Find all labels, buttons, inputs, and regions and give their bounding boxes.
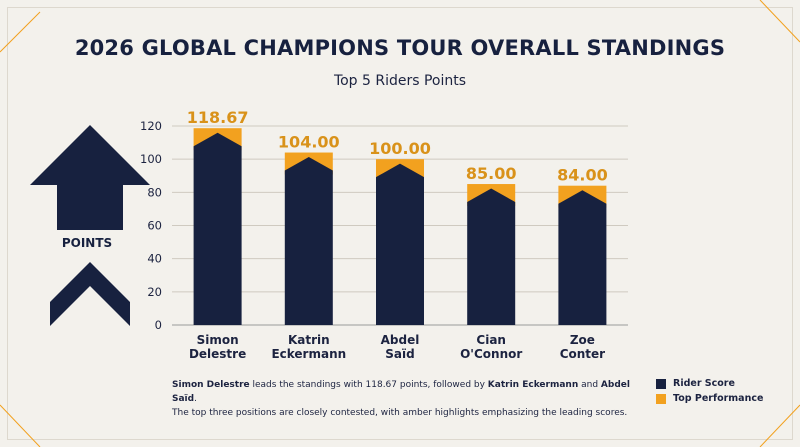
y-tick-label: 120 <box>140 119 162 133</box>
points-label: POINTS <box>61 236 113 250</box>
x-tick-label: Saïd <box>385 347 414 361</box>
y-tick-label: 40 <box>147 252 162 266</box>
x-tick-label: Zoe <box>570 333 595 347</box>
bar-value-label: 118.67 <box>187 108 249 127</box>
caption-text-2: and <box>578 380 601 390</box>
legend-item-rider-score: Rider Score <box>656 376 763 391</box>
bar <box>193 132 242 325</box>
bar <box>284 157 333 325</box>
legend-item-top-performance: Top Performance <box>656 391 763 406</box>
x-tick-label: Abdel <box>381 333 420 347</box>
legend-swatch-top-performance <box>656 393 666 404</box>
legend-label-rider-score: Rider Score <box>673 378 735 389</box>
x-tick-label: Conter <box>560 347 605 361</box>
caption-text-1: leads the standings with 118.67 points, … <box>249 380 488 390</box>
legend: Rider Score Top Performance <box>656 376 763 406</box>
caption-second-name: Katrin Eckermann <box>487 380 579 390</box>
x-tick-label: Delestre <box>189 347 246 361</box>
y-tick-label: 100 <box>140 152 162 166</box>
bar-value-label: 85.00 <box>466 164 517 183</box>
chart-subtitle: Top 5 Riders Points <box>333 73 467 89</box>
page-frame <box>7 7 793 440</box>
y-tick-label: 0 <box>155 318 162 332</box>
bar-value-label: 84.00 <box>557 166 608 185</box>
x-tick-label: O'Connor <box>460 347 522 361</box>
up-arrow-icon <box>30 125 150 326</box>
caption-line-2: The top three positions are closely cont… <box>172 408 628 418</box>
caption-text-3: . <box>194 394 197 404</box>
x-tick-label: Katrin <box>288 333 330 347</box>
legend-swatch-rider-score <box>656 378 666 389</box>
bar <box>376 163 424 325</box>
caption-lead-name: Simon Delestre <box>172 380 250 390</box>
bar-value-label: 104.00 <box>278 133 340 152</box>
bar <box>467 188 516 325</box>
x-tick-label: Simon <box>197 333 239 347</box>
x-tick-label: Cian <box>476 333 506 347</box>
bar <box>558 190 607 325</box>
x-tick-label: Eckermann <box>271 347 346 361</box>
y-tick-label: 80 <box>147 185 162 199</box>
y-tick-label: 20 <box>147 285 162 299</box>
chart-caption: Simon Delestre leads the standings with … <box>172 378 642 420</box>
legend-label-top-performance: Top Performance <box>673 393 764 404</box>
chart-title: 2026 GLOBAL CHAMPIONS TOUR OVERALL STAND… <box>74 36 726 60</box>
bar-value-label: 100.00 <box>369 139 431 158</box>
caption-third-name: Abdel Saïd <box>172 380 630 404</box>
y-tick-label: 60 <box>147 219 162 233</box>
